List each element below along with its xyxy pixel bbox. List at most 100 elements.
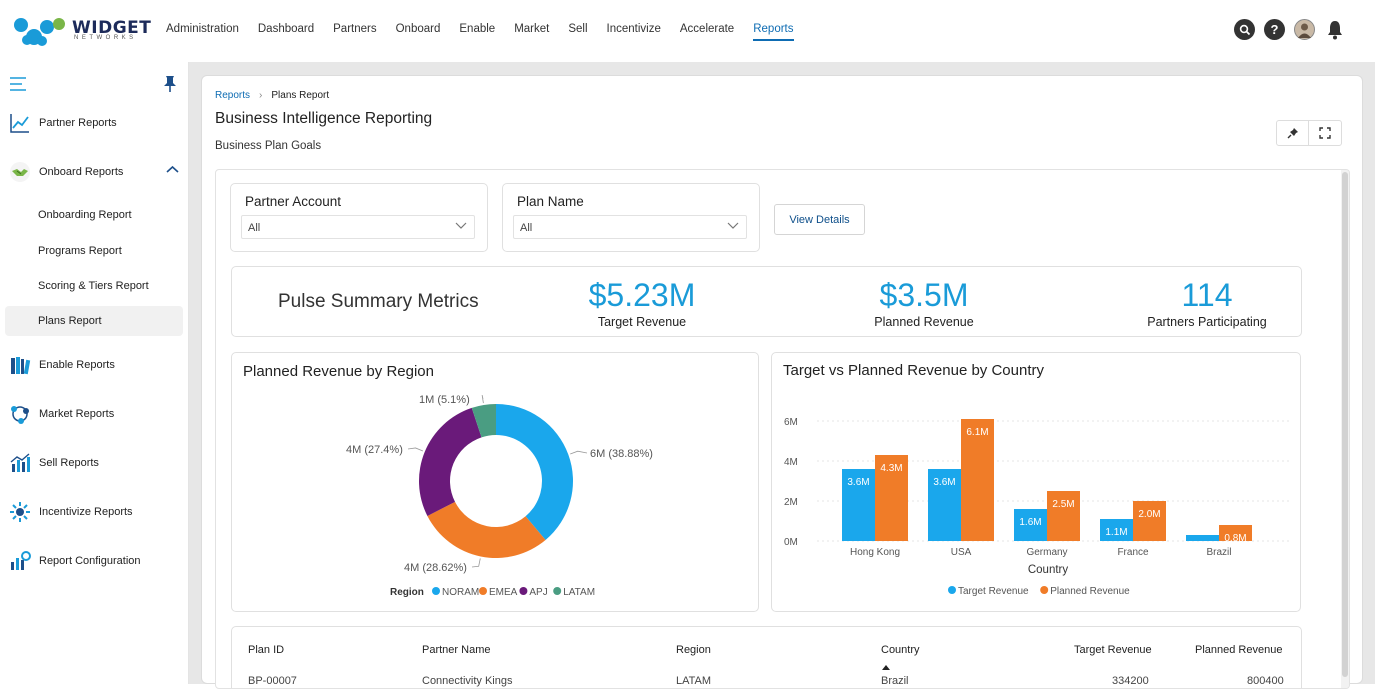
nav-administration[interactable]: Administration [166, 23, 239, 35]
donut-slice-noram[interactable] [496, 404, 573, 540]
y-tick-label: 2M [784, 497, 798, 508]
table-header-plan-id[interactable]: Plan ID [248, 644, 285, 656]
legend-swatch [519, 587, 528, 595]
chart-title: Target vs Planned Revenue by Country [783, 362, 1044, 379]
sidebar-item-onboard-reports[interactable]: Onboard Reports [5, 156, 183, 188]
nav-sell[interactable]: Sell [568, 23, 588, 35]
user-avatar[interactable] [1294, 19, 1315, 40]
donut-slice-apj[interactable] [419, 407, 482, 516]
x-tick-label: Germany [1026, 547, 1067, 558]
sidebar-sub-onboarding-report[interactable]: Onboarding Report [38, 209, 132, 221]
pin-sidebar-icon[interactable] [163, 75, 177, 98]
metrics-title: Pulse Summary Metrics [278, 291, 479, 312]
sidebar-sub-programs-report[interactable]: Programs Report [38, 245, 122, 257]
leader-line [471, 558, 481, 568]
cell-planned-revenue: 800400 [1247, 675, 1284, 687]
chevron-right-icon: › [259, 90, 263, 101]
table-header-planned-revenue[interactable]: Planned Revenue [1195, 644, 1283, 656]
sidebar-item-market-reports[interactable]: Market Reports [5, 398, 183, 430]
nav-onboard[interactable]: Onboard [395, 23, 441, 35]
metric-label: Planned Revenue [874, 315, 974, 329]
slice-data-label: 4M (28.62%) [404, 562, 467, 574]
sidebar-item-label: Onboard Reports [39, 166, 124, 178]
chevron-down-icon [727, 221, 739, 233]
table-header-region[interactable]: Region [676, 644, 711, 656]
legend-swatch [1040, 586, 1049, 594]
legend-item[interactable]: Planned Revenue [1050, 586, 1130, 597]
nav-accelerate[interactable]: Accelerate [679, 23, 735, 35]
bar-target-revenue[interactable] [1186, 535, 1219, 541]
donut-slice-latam[interactable] [471, 404, 496, 438]
sidebar-item-enable-reports[interactable]: Enable Reports [5, 349, 183, 381]
bar-planned-revenue[interactable] [1133, 501, 1166, 541]
sidebar-item-incentivize-reports[interactable]: Incentivize Reports [5, 496, 183, 528]
table-header-partner-name[interactable]: Partner Name [422, 644, 491, 656]
hamburger-menu-icon[interactable] [9, 76, 27, 97]
nav-reports[interactable]: Reports [753, 23, 794, 41]
bar-target-revenue[interactable] [1014, 509, 1047, 541]
sidebar-item-sell-reports[interactable]: Sell Reports [5, 447, 183, 479]
plans-table: Plan ID Partner Name Region Country Targ… [231, 626, 1302, 688]
bar-target-revenue[interactable] [928, 469, 961, 541]
table-header-country[interactable]: Country [881, 644, 920, 656]
metric-value: 114 [1181, 277, 1233, 313]
x-tick-label: France [1117, 547, 1149, 558]
fullscreen-icon[interactable] [1309, 121, 1341, 145]
pin-icon[interactable] [1277, 121, 1309, 145]
scrollbar-thumb[interactable] [1342, 172, 1348, 677]
nav-dashboard[interactable]: Dashboard [257, 23, 315, 35]
cell-partner-name: Connectivity Kings [422, 675, 513, 687]
nav-incentivize[interactable]: Incentivize [606, 23, 661, 35]
bar-data-label: 6.1M [966, 427, 988, 438]
bar-planned-revenue[interactable] [875, 455, 908, 541]
report-container: Partner Account All Plan Name All View D… [215, 169, 1350, 689]
help-icon[interactable]: ? [1264, 19, 1285, 40]
bar-planned-revenue[interactable] [1047, 491, 1080, 541]
metric-value: $5.23M [588, 277, 696, 313]
view-details-button[interactable]: View Details [774, 204, 865, 235]
partner-account-select[interactable]: All [241, 215, 475, 239]
legend-item[interactable]: APJ [529, 587, 547, 598]
legend-swatch [948, 586, 956, 594]
sidebar-sub-scoring-tiers-report[interactable]: Scoring & Tiers Report [38, 280, 149, 292]
donut-slice-emea[interactable] [427, 501, 546, 558]
bar-planned-revenue[interactable] [961, 419, 994, 541]
vertical-scrollbar[interactable] [1341, 170, 1349, 688]
legend-item[interactable]: LATAM [563, 587, 595, 598]
sidebar-sub-plans-report[interactable]: Plans Report [5, 306, 183, 336]
bar-target-revenue[interactable] [1100, 519, 1133, 541]
bell-icon[interactable] [1324, 19, 1345, 40]
main-panel: Reports › Plans Report Business Intellig… [201, 75, 1363, 689]
planned-revenue-by-region-chart: Planned Revenue by Region 6M (38.88%) 4M … [231, 352, 759, 612]
bar-target-revenue[interactable] [842, 469, 875, 541]
bar-data-label: 0.8M [1224, 533, 1246, 544]
brand-name: WIDGET [72, 18, 152, 38]
plan-name-select[interactable]: All [513, 215, 747, 239]
x-tick-label: Brazil [1206, 547, 1231, 558]
top-bar: WIDGET NETWORKS Administration Dashboard… [0, 0, 1375, 62]
nav-partners[interactable]: Partners [333, 23, 377, 35]
breadcrumb-reports-link[interactable]: Reports [215, 90, 251, 101]
pulse-summary-metrics: Pulse Summary Metrics $5.23M Target Reve… [231, 266, 1302, 337]
nav-market[interactable]: Market [514, 23, 550, 35]
main-nav: Administration Dashboard Partners Onboar… [166, 23, 813, 41]
search-icon[interactable] [1234, 19, 1255, 40]
cell-region: LATAM [676, 675, 712, 687]
widget-logo[interactable] [12, 14, 142, 50]
sort-ascending-icon[interactable] [882, 657, 890, 675]
bar-data-label: 1.1M [1105, 527, 1127, 538]
sidebar-item-report-configuration[interactable]: Report Configuration [5, 545, 183, 577]
legend-item[interactable]: NORAM [442, 587, 479, 598]
leader-line [407, 447, 424, 452]
legend-item[interactable]: EMEA [489, 587, 518, 598]
sidebar-item-partner-reports[interactable]: Partner Reports [5, 107, 183, 139]
cell-country: Brazil [881, 675, 909, 687]
bar-planned-revenue[interactable] [1219, 525, 1252, 541]
chevron-up-icon[interactable] [166, 165, 179, 177]
plan-name-value: All [520, 222, 533, 234]
legend-item[interactable]: Target Revenue [958, 586, 1029, 597]
table-header-target-revenue[interactable]: Target Revenue [1074, 644, 1152, 656]
nav-enable[interactable]: Enable [459, 23, 496, 35]
leader-line [570, 450, 588, 455]
metric-label: Partners Participating [1147, 315, 1267, 329]
